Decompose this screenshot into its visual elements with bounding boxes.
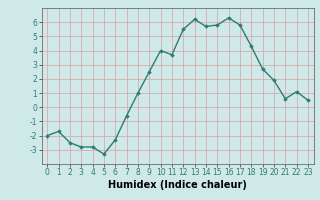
X-axis label: Humidex (Indice chaleur): Humidex (Indice chaleur) xyxy=(108,180,247,190)
